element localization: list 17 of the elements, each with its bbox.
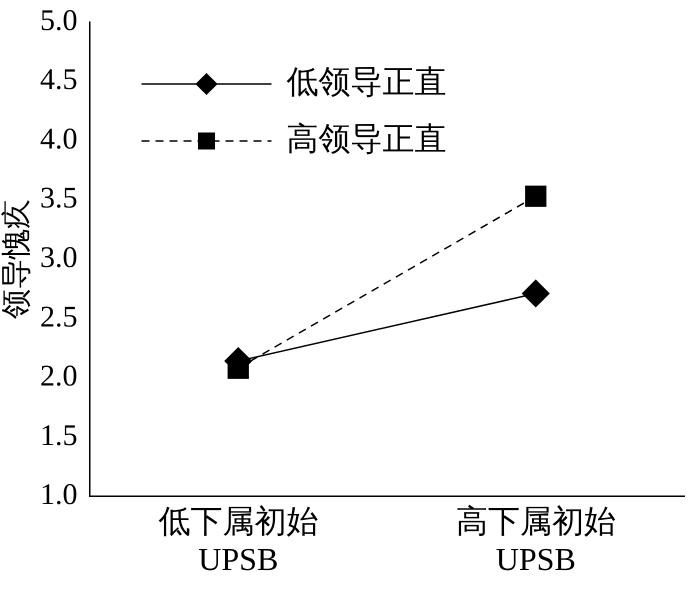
y-tick-label: 1.0 — [40, 478, 78, 512]
y-tick-label: 4.5 — [40, 63, 78, 96]
y-tick-label: 3.0 — [40, 240, 78, 274]
y-tick-label: 2.0 — [40, 360, 78, 393]
point — [228, 358, 249, 379]
legend-label: 高领导正直 — [286, 120, 446, 156]
y-tick-label: 5.0 — [40, 4, 78, 37]
y-axis-title: 领导愧疚 — [0, 199, 33, 320]
x-tick-label: 高下属初始 UPSB — [456, 502, 616, 578]
y-tick-label: 2.5 — [40, 300, 78, 334]
x-tick-label: 低下属初始 UPSB — [158, 502, 318, 578]
y-tick-label: 4.0 — [40, 122, 78, 156]
legend-label: 低领导正直 — [286, 63, 446, 100]
point — [525, 186, 546, 207]
y-tick-label: 1.5 — [40, 418, 78, 452]
y-tick-label: 3.5 — [40, 182, 78, 215]
point — [522, 280, 550, 308]
